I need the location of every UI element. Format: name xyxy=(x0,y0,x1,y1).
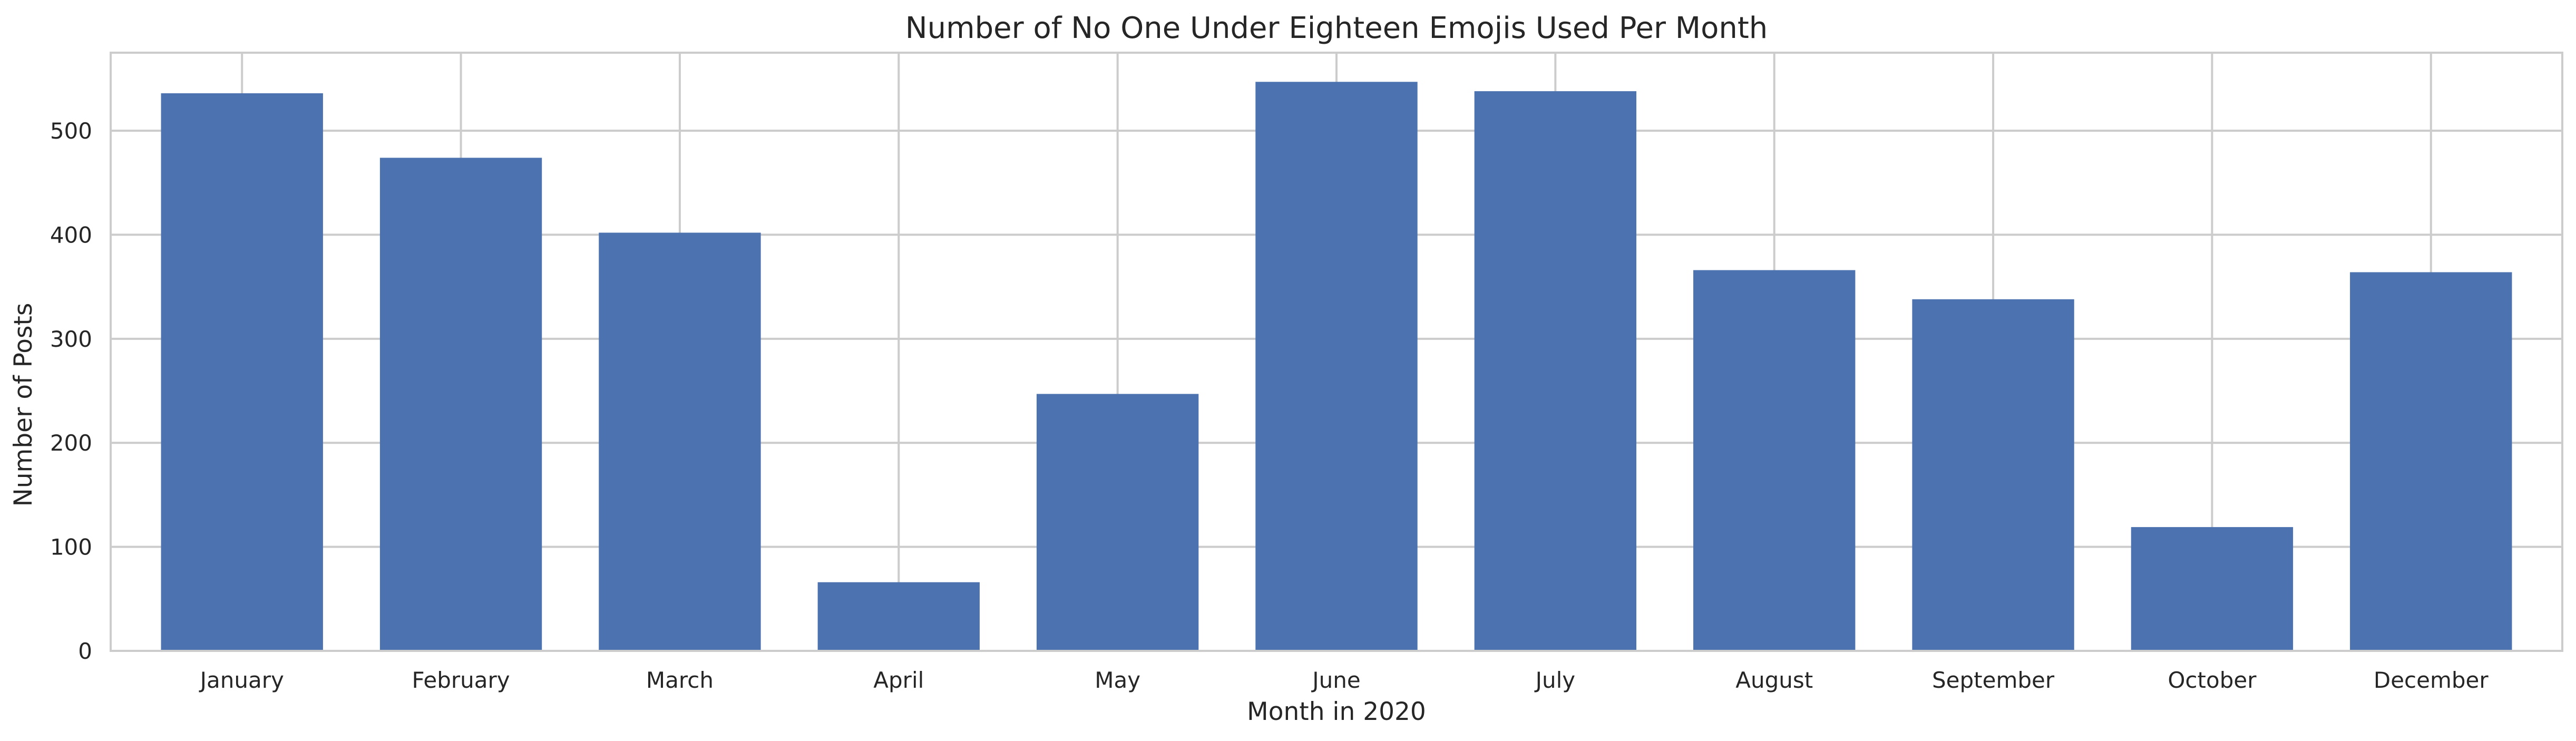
x-tick-label: May xyxy=(1095,667,1140,693)
plot-frame xyxy=(110,52,2563,652)
x-tick-label: February xyxy=(412,667,510,693)
bar-march xyxy=(599,232,761,651)
y-tick-label: 200 xyxy=(50,430,92,456)
y-tick-label: 400 xyxy=(50,222,92,248)
x-tick-label: July xyxy=(1534,667,1576,693)
bar-june xyxy=(1255,82,1418,651)
x-tick-label: October xyxy=(2168,667,2257,693)
bars xyxy=(161,82,2512,651)
bar-august xyxy=(1693,270,1856,651)
bar-january xyxy=(161,93,323,651)
bar-december xyxy=(2350,272,2512,651)
y-axis-label: Number of Posts xyxy=(9,303,38,507)
x-tick-label: March xyxy=(646,667,714,693)
y-tick-label: 100 xyxy=(50,534,92,560)
y-tick-labels: 0 100 200 300 400 500 xyxy=(50,118,92,664)
x-tick-label: August xyxy=(1735,667,1813,693)
bar-april xyxy=(817,582,980,651)
bar-february xyxy=(379,158,542,651)
y-tick-label: 300 xyxy=(50,326,92,352)
y-tick-label: 0 xyxy=(78,638,92,664)
bar-october xyxy=(2131,527,2294,651)
chart-title: Number of No One Under Eighteen Emojis U… xyxy=(905,11,1768,45)
x-tick-label: June xyxy=(1311,667,1360,693)
x-tick-label: December xyxy=(2374,667,2489,693)
bar-may xyxy=(1036,394,1199,651)
bar-july xyxy=(1474,91,1637,651)
y-tick-label: 500 xyxy=(50,118,92,144)
x-tick-label: January xyxy=(199,667,284,693)
x-tick-label: April xyxy=(873,667,924,693)
x-axis-label: Month in 2020 xyxy=(1247,697,1426,726)
x-tick-labels: January February March April May June July Augu… xyxy=(199,667,2489,693)
x-tick-label: September xyxy=(1932,667,2055,693)
bar-september xyxy=(1912,299,2074,651)
